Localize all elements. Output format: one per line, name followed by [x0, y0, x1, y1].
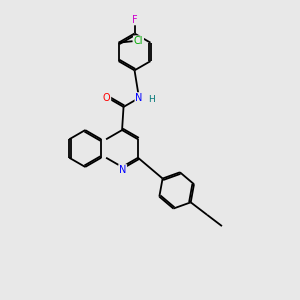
- Text: O: O: [103, 93, 110, 103]
- Text: N: N: [135, 93, 143, 103]
- Text: H: H: [148, 95, 155, 104]
- Text: F: F: [132, 14, 137, 25]
- Text: Cl: Cl: [134, 36, 143, 46]
- Text: N: N: [119, 165, 126, 175]
